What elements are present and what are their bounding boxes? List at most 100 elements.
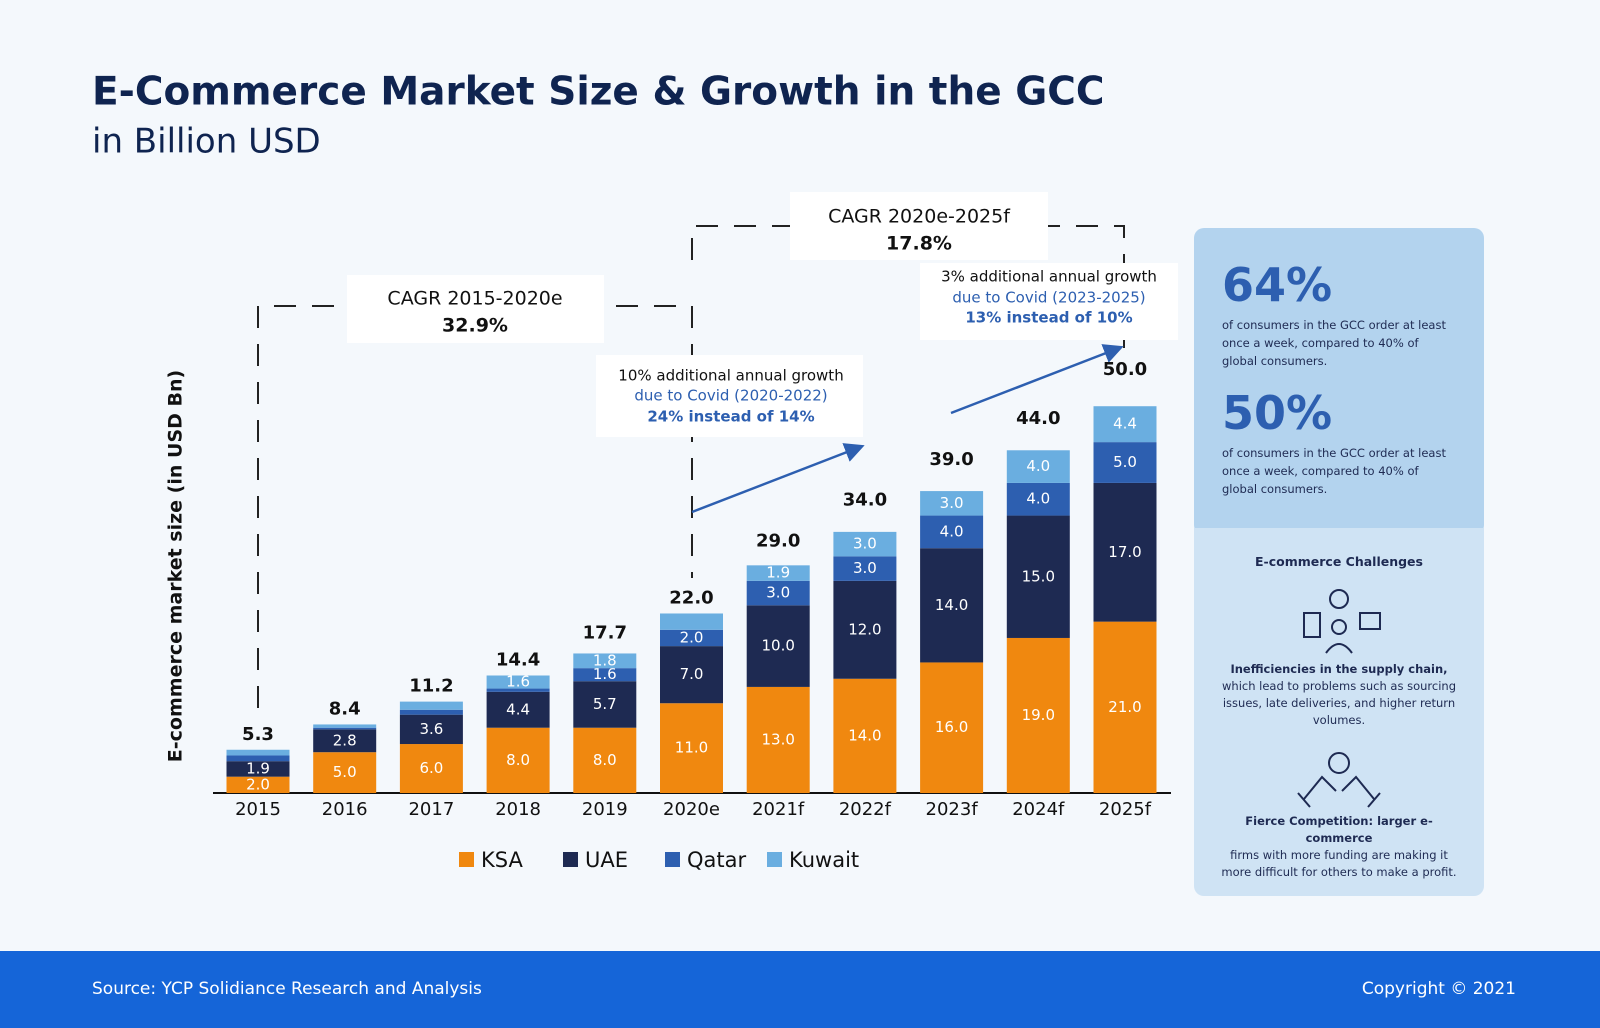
x-tick-label: 2017 xyxy=(408,799,454,820)
bar-segment xyxy=(746,605,810,687)
bar-segment xyxy=(573,727,637,793)
bar-segment xyxy=(313,729,377,753)
segment-label: 4.4 xyxy=(506,700,530,718)
segment-label: 6.0 xyxy=(419,759,443,777)
bar-segment xyxy=(920,662,984,793)
segment-label: 1.6 xyxy=(593,665,617,683)
bar-segment xyxy=(746,565,810,581)
total-label: 22.0 xyxy=(669,587,713,608)
total-label: 17.7 xyxy=(583,623,627,644)
bar-segment xyxy=(833,556,897,581)
total-label: 39.0 xyxy=(929,449,973,470)
cagr-box xyxy=(790,192,1048,260)
bar-segment xyxy=(486,675,550,689)
bar-segment xyxy=(313,724,377,728)
cagr-value: 32.9% xyxy=(442,315,508,337)
note-box xyxy=(920,263,1178,340)
stats-panel: 64% of consumers in the GCC order at lea… xyxy=(1194,228,1484,535)
x-tick-label: 2019 xyxy=(582,799,628,820)
bar-segment xyxy=(1093,482,1157,622)
bar-segment xyxy=(399,714,463,745)
segment-label: 1.9 xyxy=(246,759,270,777)
bar-segment xyxy=(660,703,723,793)
y-axis-label: E-commerce market size (in USD Bn) xyxy=(165,370,187,762)
segment-label: 17.0 xyxy=(1108,543,1141,561)
legend-swatch xyxy=(767,852,782,867)
footer: Source: YCP Solidiance Research and Anal… xyxy=(0,951,1600,1028)
segment-label: 2.8 xyxy=(333,731,357,749)
segment-label: 7.0 xyxy=(680,665,704,683)
bar-segment xyxy=(746,580,810,606)
segment-label: 15.0 xyxy=(1022,567,1055,585)
chart-subtitle: in Billion USD xyxy=(92,122,321,162)
total-label: 34.0 xyxy=(843,490,887,511)
segment-label: 12.0 xyxy=(848,620,881,638)
segment-label: 4.0 xyxy=(1026,490,1050,508)
bar-segment xyxy=(1093,442,1157,483)
challenges-panel: E-commerce Challenges Inefficiencies in … xyxy=(1194,528,1484,896)
x-tick-label: 2022f xyxy=(839,799,892,820)
bar-segment xyxy=(920,491,984,516)
stat-value: 50% xyxy=(1222,386,1333,440)
bar-segment xyxy=(1006,637,1070,793)
total-label: 14.4 xyxy=(496,649,540,670)
segment-label: 10.0 xyxy=(761,637,794,655)
total-label: 5.3 xyxy=(242,724,274,745)
cagr-box xyxy=(347,275,604,343)
note-line: 3% additional annual growth xyxy=(941,268,1157,286)
segment-label: 8.0 xyxy=(593,751,617,769)
growth-arrow xyxy=(950,344,1124,415)
segment-label: 4.0 xyxy=(940,522,964,540)
cagr-title: CAGR 2020e-2025f xyxy=(828,206,1011,228)
bar-segment xyxy=(226,749,290,756)
total-label: 8.4 xyxy=(329,698,361,719)
bar-segment xyxy=(226,776,290,793)
segment-label: 1.9 xyxy=(766,564,790,582)
x-tick-label: 2023f xyxy=(926,799,979,820)
bar-segment xyxy=(399,744,463,793)
x-tick-label: 2025f xyxy=(1099,799,1152,820)
segment-label: 1.8 xyxy=(593,651,617,669)
source: Source: YCP Solidiance Research and Anal… xyxy=(92,979,482,999)
bar-segment xyxy=(746,686,810,793)
note-line: due to Covid (2023-2025) xyxy=(952,289,1145,307)
segment-label: 3.0 xyxy=(940,494,964,512)
challenge: Fierce Competition: larger e-commerce fir… xyxy=(1216,813,1462,881)
legend-swatch xyxy=(665,852,680,867)
x-tick-label: 2016 xyxy=(322,799,368,820)
segment-label: 11.0 xyxy=(675,739,708,757)
stat-text: of consumers in the GCC order at least o… xyxy=(1222,318,1446,368)
legend-label: UAE xyxy=(585,848,628,872)
segment-label: 3.0 xyxy=(853,535,877,553)
bar-segment xyxy=(313,752,377,793)
legend-swatch xyxy=(563,852,578,867)
note-line: due to Covid (2020-2022) xyxy=(634,387,827,405)
total-label: 44.0 xyxy=(1016,408,1060,429)
bar-segment xyxy=(486,727,550,793)
note-box xyxy=(596,355,863,437)
bar-segment xyxy=(1093,406,1157,443)
challenge-bold: Fierce Competition: larger e-commerce xyxy=(1245,814,1433,845)
bar-segment xyxy=(1006,450,1070,483)
copyright: Copyright © 2021 xyxy=(1361,979,1516,999)
segment-label: 2.0 xyxy=(246,775,270,793)
segment-label: 3.0 xyxy=(853,559,877,577)
bar-segment xyxy=(226,755,290,762)
bar-segment xyxy=(399,701,463,710)
bar-segment xyxy=(573,653,637,669)
segment-label: 21.0 xyxy=(1108,698,1141,716)
bar-segment xyxy=(660,629,723,647)
total-label: 11.2 xyxy=(409,676,453,697)
segment-label: 3.6 xyxy=(419,720,443,738)
bar-segment xyxy=(1093,621,1157,793)
stat-value: 64% xyxy=(1222,258,1333,312)
legend-swatch xyxy=(459,852,474,867)
bar-segment xyxy=(1006,515,1070,638)
legend-label: Kuwait xyxy=(789,848,859,872)
segment-label: 8.0 xyxy=(506,751,530,769)
total-label: 29.0 xyxy=(756,530,800,551)
segment-label: 14.0 xyxy=(848,726,881,744)
bar-segment xyxy=(573,668,637,682)
bar-segment xyxy=(313,727,377,730)
segment-label: 14.0 xyxy=(935,596,968,614)
